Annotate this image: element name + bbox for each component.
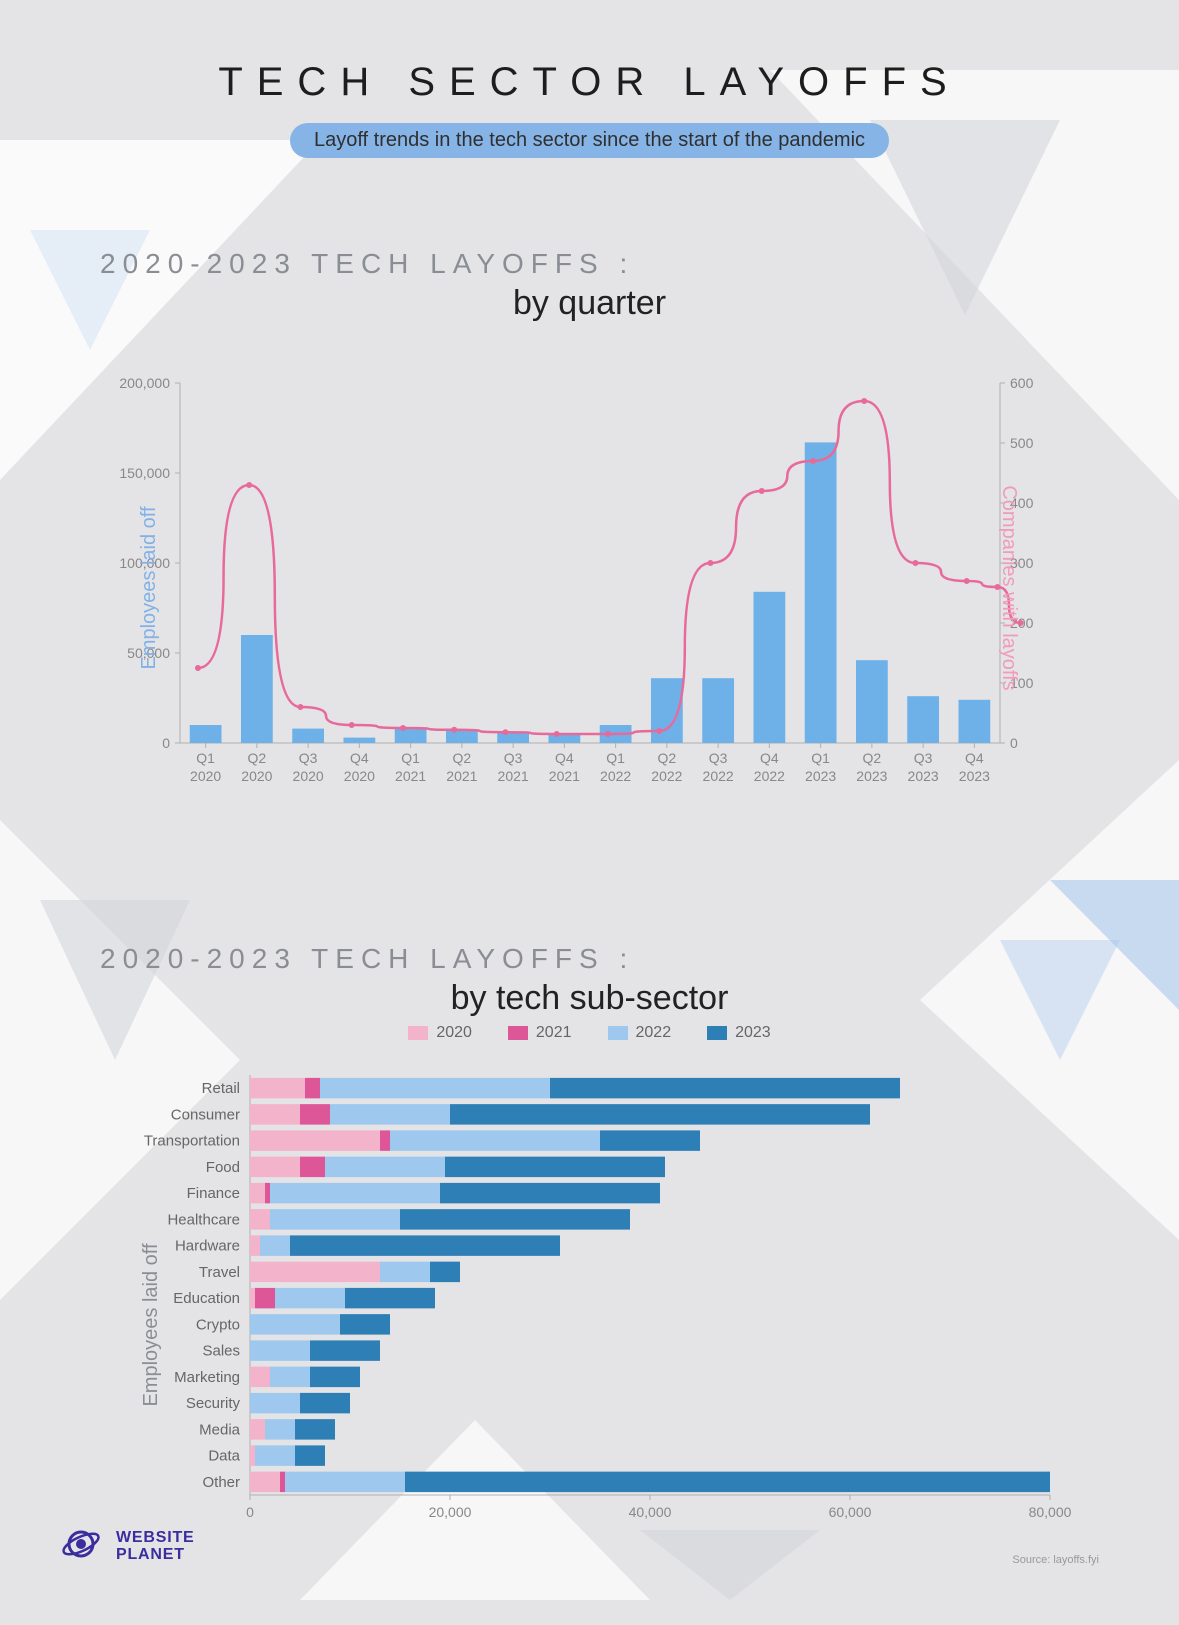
svg-text:Retail: Retail — [202, 1080, 240, 1097]
svg-text:Crypto: Crypto — [196, 1316, 240, 1333]
svg-text:Q1: Q1 — [606, 750, 625, 766]
svg-text:Q1: Q1 — [401, 750, 420, 766]
svg-text:2022: 2022 — [651, 768, 682, 784]
svg-text:2022: 2022 — [703, 768, 734, 784]
svg-text:Healthcare: Healthcare — [167, 1211, 240, 1228]
stack-y-label: Employees laid off — [140, 1243, 163, 1406]
svg-text:Q3: Q3 — [709, 750, 728, 766]
quarterly-chart: Employees laid off Companies with layoff… — [80, 353, 1099, 823]
page-title: TECH SECTOR LAYOFFS — [80, 60, 1099, 105]
svg-text:Hardware: Hardware — [175, 1238, 240, 1255]
svg-text:2021: 2021 — [549, 768, 580, 784]
svg-text:Sales: Sales — [202, 1343, 240, 1360]
legend-item-2021: 2021 — [508, 1024, 572, 1042]
legend-swatch — [707, 1026, 727, 1040]
brand-line2: PLANET — [116, 1547, 195, 1564]
page-subtitle: Layoff trends in the tech sector since t… — [290, 123, 889, 158]
left-axis-label: Employees laid off — [138, 506, 161, 669]
legend-label: 2022 — [636, 1024, 672, 1042]
legend-swatch — [408, 1026, 428, 1040]
legend: 2020 2021 2022 2023 — [80, 1024, 1099, 1045]
svg-text:40,000: 40,000 — [629, 1504, 672, 1520]
svg-text:Q2: Q2 — [863, 750, 882, 766]
svg-text:Q3: Q3 — [299, 750, 318, 766]
svg-text:200,000: 200,000 — [119, 375, 170, 391]
svg-text:Q2: Q2 — [658, 750, 677, 766]
svg-text:Q4: Q4 — [350, 750, 369, 766]
svg-text:Q3: Q3 — [504, 750, 523, 766]
svg-text:60,000: 60,000 — [829, 1504, 872, 1520]
legend-item-2022: 2022 — [608, 1024, 672, 1042]
footer-brand: WEBSITE PLANET — [60, 1523, 195, 1570]
svg-text:2020: 2020 — [293, 768, 324, 784]
svg-text:Security: Security — [186, 1395, 241, 1412]
svg-text:150,000: 150,000 — [119, 465, 170, 481]
svg-text:Travel: Travel — [199, 1264, 240, 1281]
svg-text:2023: 2023 — [856, 768, 887, 784]
section2-pretitle: 2020-2023 TECH LAYOFFS : — [100, 943, 1099, 975]
legend-label: 2023 — [735, 1024, 771, 1042]
svg-text:0: 0 — [246, 1504, 254, 1520]
legend-item-2020: 2020 — [408, 1024, 472, 1042]
svg-text:Marketing: Marketing — [174, 1369, 240, 1386]
section-by-subsector: 2020-2023 TECH LAYOFFS : by tech sub-sec… — [80, 943, 1099, 1585]
svg-text:2021: 2021 — [446, 768, 477, 784]
svg-text:Data: Data — [208, 1448, 240, 1465]
legend-swatch — [508, 1026, 528, 1040]
svg-text:2020: 2020 — [241, 768, 272, 784]
planet-icon — [60, 1523, 102, 1570]
svg-text:Food: Food — [206, 1159, 240, 1176]
brand-line1: WEBSITE — [116, 1530, 195, 1547]
svg-text:500: 500 — [1010, 435, 1034, 451]
svg-text:2022: 2022 — [754, 768, 785, 784]
section-by-quarter: 2020-2023 TECH LAYOFFS : by quarter Empl… — [80, 248, 1099, 823]
svg-text:Q1: Q1 — [196, 750, 215, 766]
svg-text:600: 600 — [1010, 375, 1034, 391]
svg-text:80,000: 80,000 — [1029, 1504, 1072, 1520]
svg-text:2020: 2020 — [344, 768, 375, 784]
section1-title: by quarter — [80, 284, 1099, 323]
svg-text:2023: 2023 — [908, 768, 939, 784]
svg-text:2023: 2023 — [959, 768, 990, 784]
legend-label: 2020 — [436, 1024, 472, 1042]
svg-text:Q4: Q4 — [555, 750, 574, 766]
footer-source: Source: layoffs.fyi — [1012, 1554, 1099, 1566]
svg-text:Other: Other — [202, 1474, 240, 1491]
svg-text:Media: Media — [199, 1421, 241, 1438]
svg-text:2020: 2020 — [190, 768, 221, 784]
svg-text:2022: 2022 — [600, 768, 631, 784]
svg-text:Q4: Q4 — [965, 750, 984, 766]
svg-text:Q3: Q3 — [914, 750, 933, 766]
svg-text:2023: 2023 — [805, 768, 836, 784]
svg-text:Education: Education — [173, 1290, 240, 1307]
svg-text:0: 0 — [1010, 735, 1018, 751]
svg-text:Consumer: Consumer — [171, 1106, 240, 1123]
right-axis-label: Companies with layoffs — [997, 485, 1020, 690]
svg-text:Finance: Finance — [187, 1185, 240, 1202]
legend-label: 2021 — [536, 1024, 572, 1042]
svg-text:Transportation: Transportation — [144, 1133, 240, 1150]
legend-swatch — [608, 1026, 628, 1040]
svg-text:Q4: Q4 — [760, 750, 779, 766]
section2-title: by tech sub-sector — [80, 979, 1099, 1018]
svg-text:Q1: Q1 — [811, 750, 830, 766]
legend-item-2023: 2023 — [707, 1024, 771, 1042]
svg-text:2021: 2021 — [498, 768, 529, 784]
subsector-chart: Employees laid off Retail Consumer Transpo… — [80, 1065, 1099, 1585]
svg-text:Q2: Q2 — [453, 750, 472, 766]
section1-pretitle: 2020-2023 TECH LAYOFFS : — [100, 248, 1099, 280]
svg-text:2021: 2021 — [395, 768, 426, 784]
svg-text:0: 0 — [162, 735, 170, 751]
svg-text:20,000: 20,000 — [429, 1504, 472, 1520]
svg-text:Q2: Q2 — [248, 750, 267, 766]
